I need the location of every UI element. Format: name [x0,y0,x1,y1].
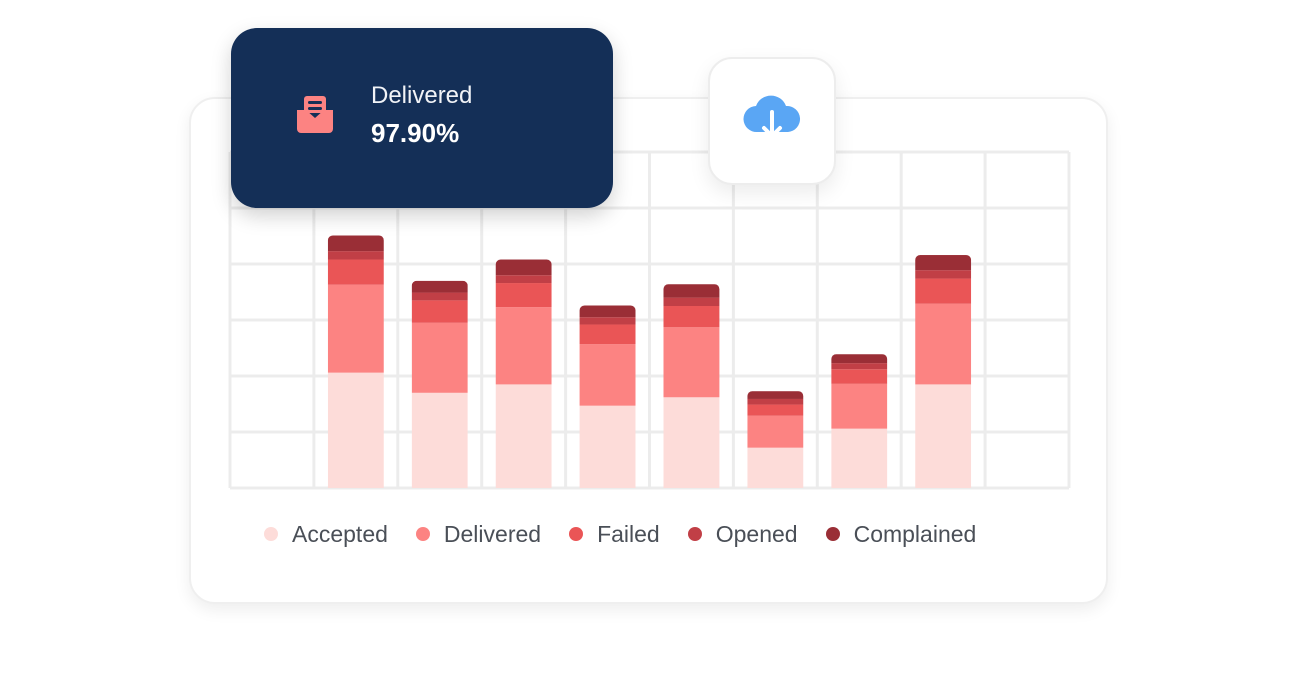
bar-segment-complained[interactable] [747,391,804,399]
bar-stack[interactable] [747,391,804,488]
bar-segment-failed[interactable] [663,306,720,328]
bar-segment-accepted[interactable] [327,372,384,488]
bar-segment-accepted[interactable] [495,384,552,488]
bar-segment-accepted[interactable] [663,397,720,488]
legend-swatch-complained [825,527,840,541]
bar-segment-opened[interactable] [663,297,720,306]
bar-segment-accepted[interactable] [579,405,636,488]
bar-stack[interactable] [663,284,720,488]
inbox-tray-icon [295,96,335,139]
bar-segment-opened[interactable] [411,292,468,301]
legend-swatch-failed [569,527,584,541]
bar-segment-delivered[interactable] [411,322,468,393]
bar-segment-delivered[interactable] [831,383,888,429]
bar-segment-opened[interactable] [579,317,636,325]
bar-stack[interactable] [915,255,972,488]
delivered-stat-tooltip: Delivered 97.90% [231,28,613,208]
bar-segment-accepted[interactable] [411,392,468,488]
bar-segment-opened[interactable] [327,251,384,260]
bar-stack[interactable] [579,305,636,488]
bar-segment-complained[interactable] [915,255,972,271]
legend-label-accepted: Accepted [292,520,388,547]
legend-item-opened[interactable]: Opened [687,520,798,548]
legend-item-accepted[interactable]: Accepted [264,521,388,548]
bar-segment-complained[interactable] [495,259,552,276]
bar-segment-accepted[interactable] [831,428,888,488]
bar-segment-opened[interactable] [915,270,972,279]
bar-segment-complained[interactable] [327,235,384,252]
bar-stack[interactable] [411,280,468,488]
bar-segment-delivered[interactable] [663,327,720,398]
bar-segment-complained[interactable] [663,284,720,298]
bar-segment-delivered[interactable] [579,344,636,406]
bar-segment-delivered[interactable] [747,415,804,448]
cloud-download-icon [742,94,802,149]
legend-swatch-delivered [415,527,430,541]
bar-segment-delivered[interactable] [915,303,972,385]
legend-swatch-accepted [264,527,278,541]
bar-segment-opened[interactable] [747,398,804,405]
tooltip-label: Delivered [371,82,473,109]
bar-segment-failed[interactable] [495,283,552,308]
legend-item-complained[interactable]: Complained [825,520,977,548]
legend-item-failed[interactable]: Failed [569,521,660,548]
bar-segment-complained[interactable] [831,354,888,364]
legend-label-complained: Complained [853,520,977,547]
bar-segment-delivered[interactable] [495,307,552,385]
bar-stack[interactable] [495,259,552,488]
legend-item-delivered[interactable]: Delivered [415,520,542,548]
bar-segment-failed[interactable] [747,404,804,416]
bar-segment-opened[interactable] [831,363,888,370]
bar-stack[interactable] [831,354,888,488]
bar-segment-complained[interactable] [579,305,636,318]
bar-segment-failed[interactable] [579,324,636,345]
legend-swatch-opened [687,527,702,541]
bar-stack[interactable] [327,235,384,488]
bar-segment-accepted[interactable] [915,384,972,488]
chart-legend: Accepted Delivered Failed Opened Complai… [264,517,976,551]
bar-segment-failed[interactable] [915,278,972,304]
bar-segment-failed[interactable] [327,259,384,285]
bar-segment-delivered[interactable] [327,284,384,373]
bar-segment-failed[interactable] [831,369,888,384]
legend-label-delivered: Delivered [443,520,542,547]
tooltip-value: 97.90% [371,118,460,148]
legend-label-opened: Opened [715,520,798,547]
bar-segment-failed[interactable] [411,300,468,323]
bar-segment-accepted[interactable] [747,447,804,488]
legend-label-failed: Failed [597,520,660,547]
download-button[interactable] [708,57,836,185]
bar-segment-complained[interactable] [411,280,468,293]
bar-segment-opened[interactable] [495,275,552,284]
